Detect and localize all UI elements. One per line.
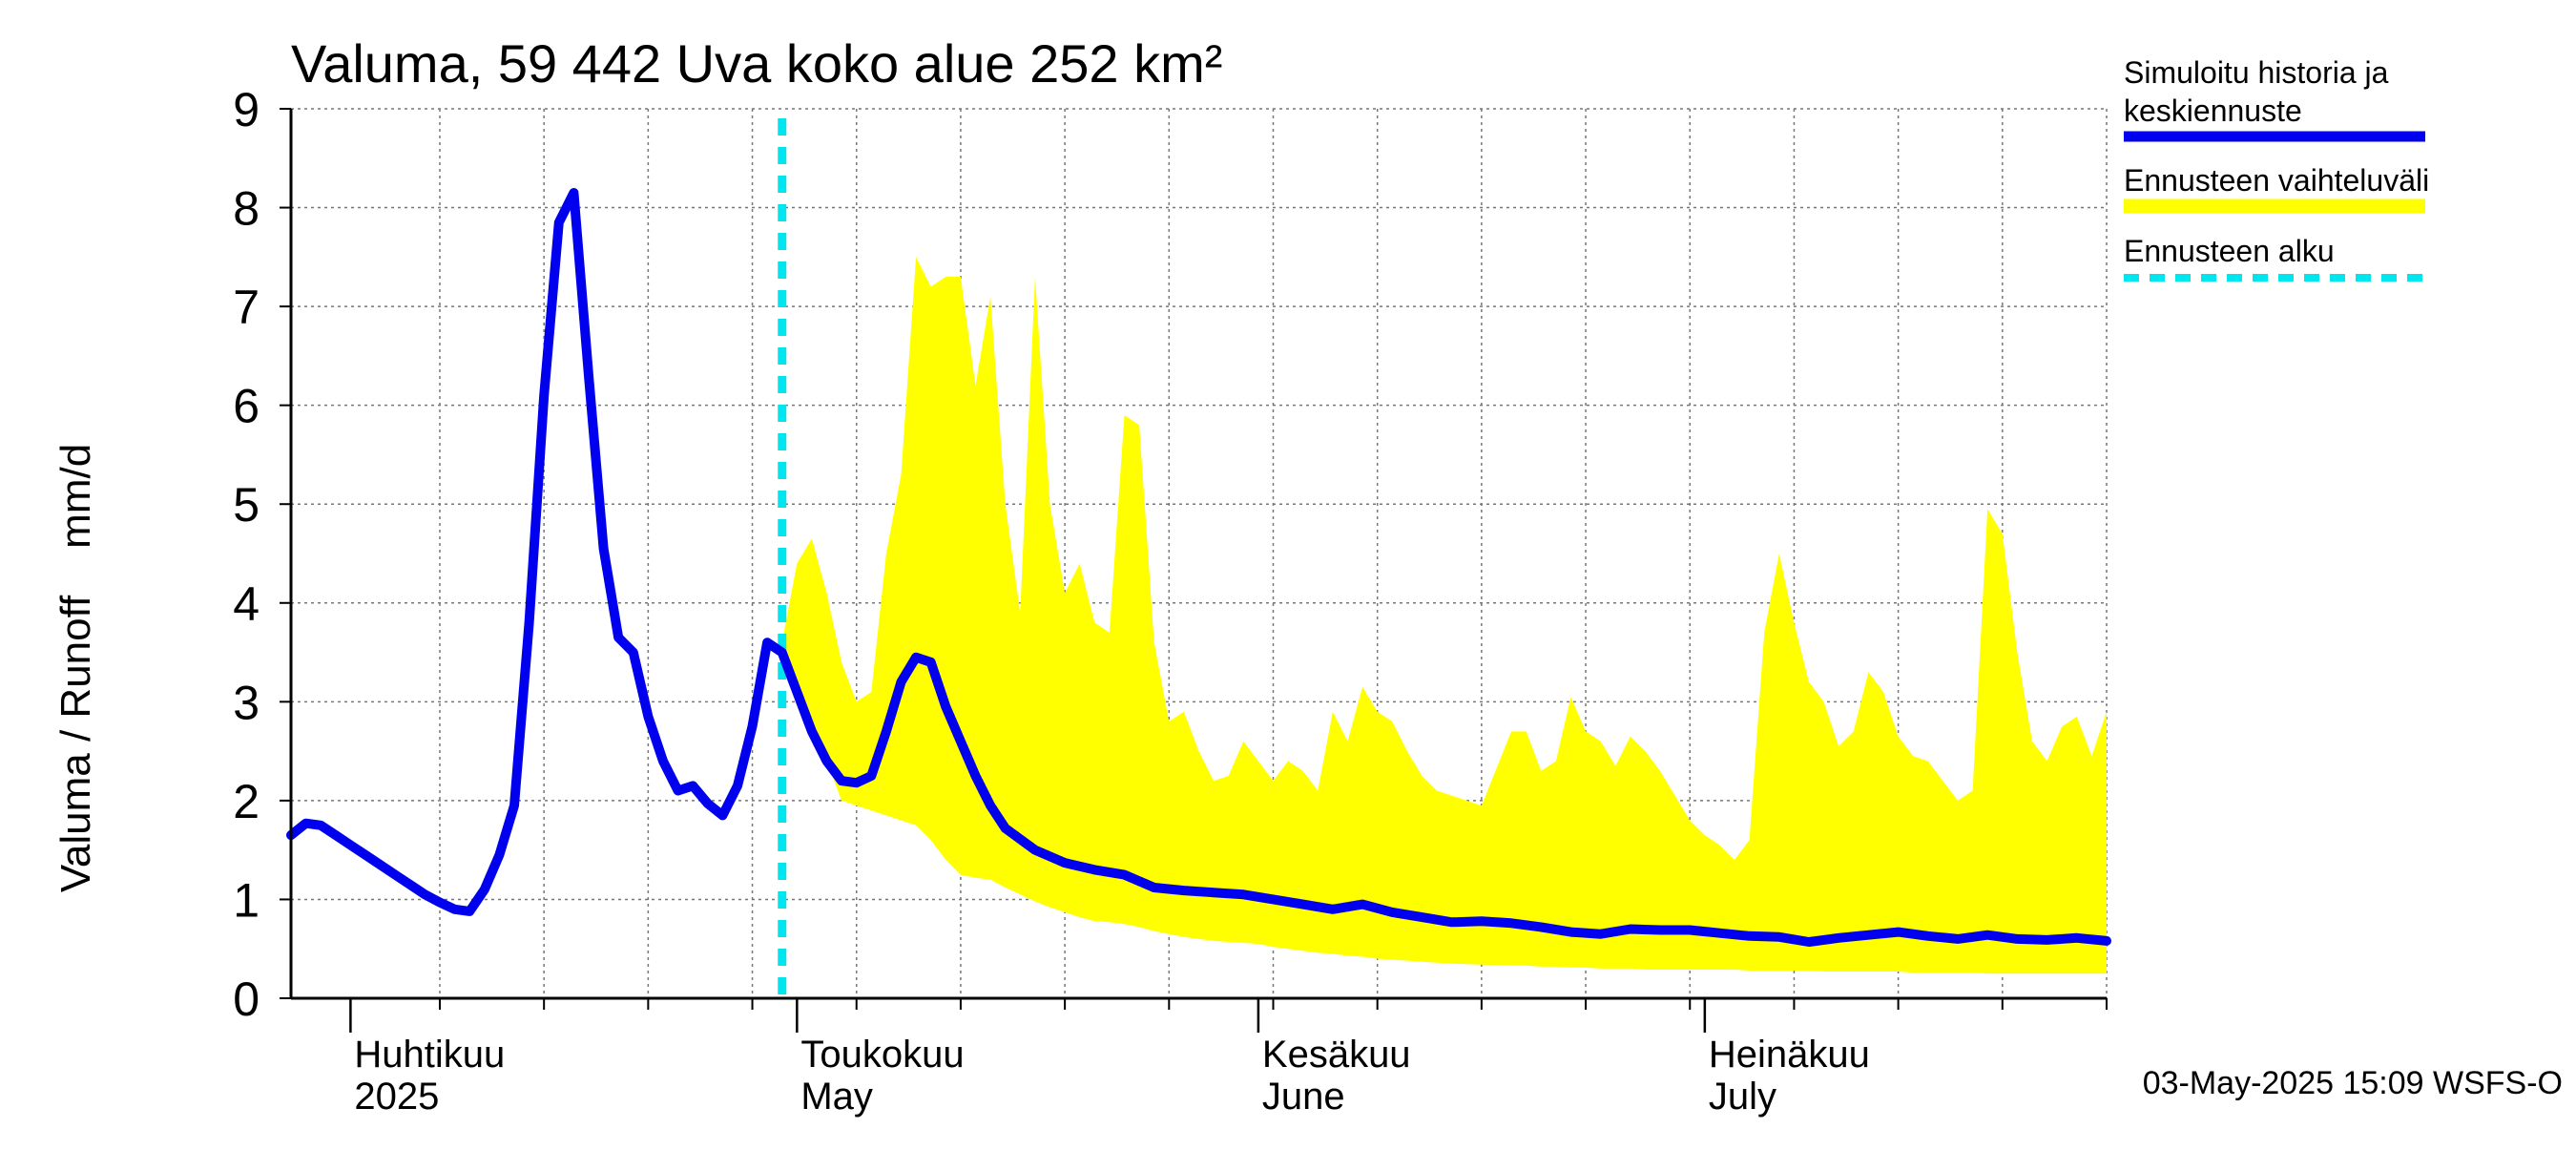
timestamp-label: 03-May-2025 15:09 WSFS-O <box>2143 1065 2563 1101</box>
y-tick-label: 3 <box>233 676 260 729</box>
x-month-sublabel: June <box>1262 1076 1345 1118</box>
y-tick-label: 9 <box>233 83 260 136</box>
legend: Simuloitu historia ja keskiennuste Ennus… <box>2124 55 2429 282</box>
y-tick-label: 0 <box>233 972 260 1026</box>
forecast-range-band <box>781 257 2108 974</box>
x-month-sublabel: 2025 <box>354 1076 439 1118</box>
y-tick-label: 6 <box>233 380 260 433</box>
y-axis-label: Valuma / Runoff mm/d <box>52 444 99 892</box>
legend-label-range: Ennusteen vaihteluväli <box>2124 163 2429 198</box>
y-tick-label: 7 <box>233 281 260 334</box>
x-month-label: Huhtikuu <box>354 1034 505 1076</box>
legend-label-median-1: Simuloitu historia ja <box>2124 55 2389 90</box>
y-tick-label: 8 <box>233 182 260 236</box>
chart-title: Valuma, 59 442 Uva koko alue 252 km² <box>291 33 1222 94</box>
x-month-label: Toukokuu <box>800 1034 964 1076</box>
x-month-label: Kesäkuu <box>1262 1034 1411 1076</box>
x-month-sublabel: July <box>1709 1076 1776 1118</box>
y-tick-label: 1 <box>233 873 260 927</box>
y-tick-label: 2 <box>233 775 260 828</box>
legend-label-forecast-start: Ennusteen alku <box>2124 234 2335 268</box>
x-month-label: Heinäkuu <box>1709 1034 1870 1076</box>
x-month-sublabel: May <box>800 1076 873 1118</box>
y-tick-label: 4 <box>233 577 260 631</box>
median-series-line <box>286 188 2111 947</box>
y-tick-label: 5 <box>233 478 260 532</box>
legend-label-median-2: keskiennuste <box>2124 94 2302 128</box>
